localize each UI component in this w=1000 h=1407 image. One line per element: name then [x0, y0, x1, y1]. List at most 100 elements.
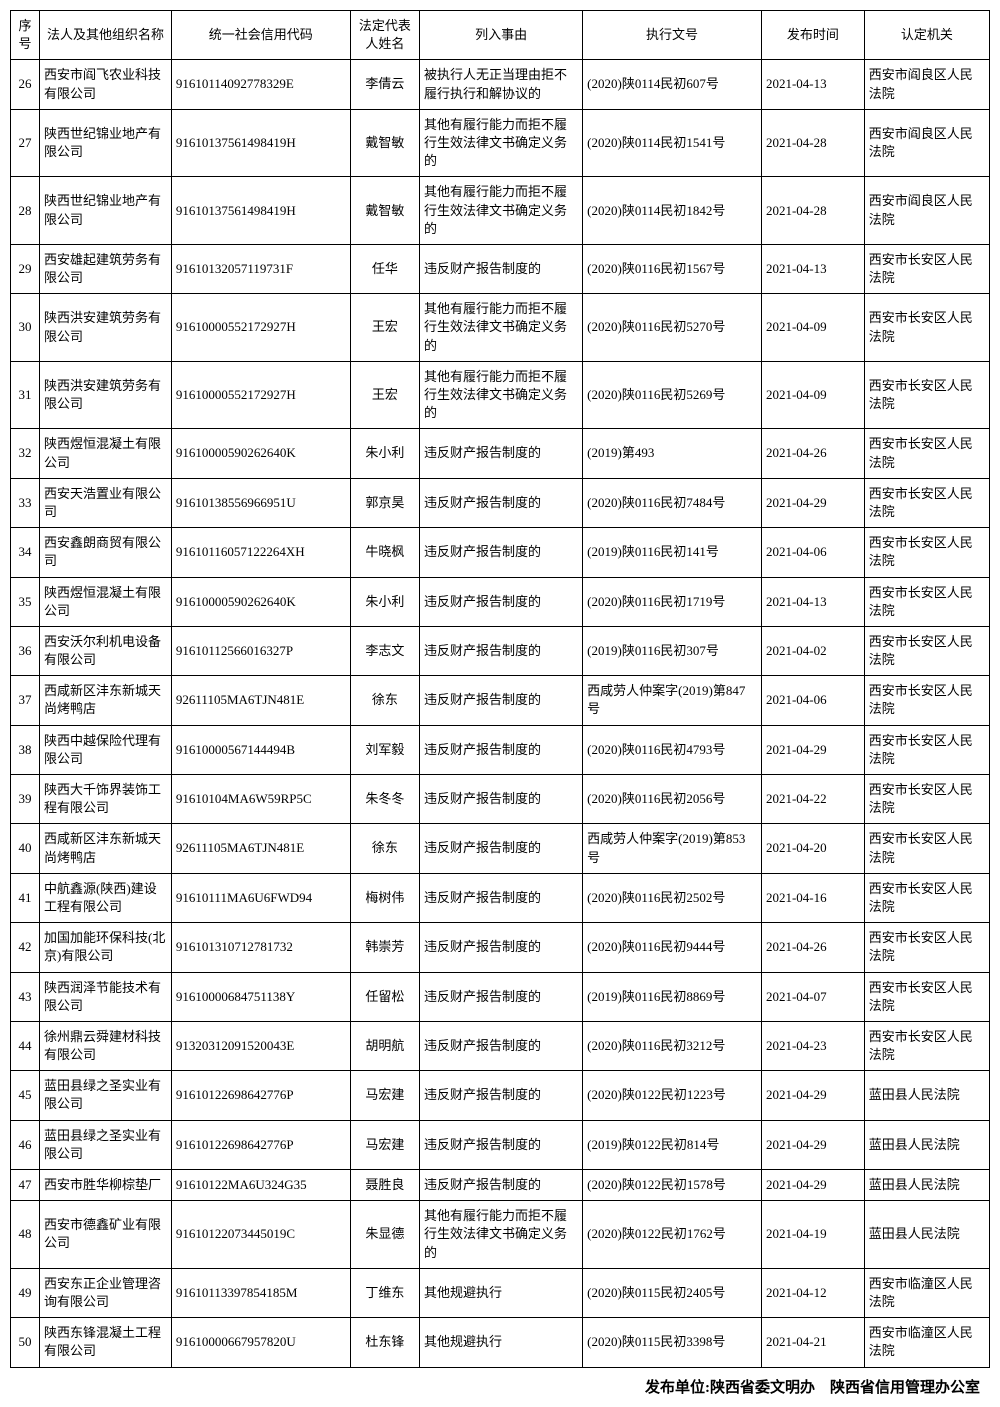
table-row: 49西安东正企业管理咨询有限公司91610113397854185M丁维东其他规… [11, 1268, 990, 1317]
publisher-footer: 发布单位:陕西省委文明办 陕西省信用管理办公室 [10, 1376, 990, 1397]
cell-reason: 违反财产报告制度的 [420, 972, 583, 1021]
cell-date: 2021-04-06 [761, 676, 864, 725]
cell-seq: 38 [11, 725, 40, 774]
cell-rep: 聂胜良 [350, 1170, 419, 1201]
cell-date: 2021-04-13 [761, 577, 864, 626]
cell-org: 西安市长安区人民法院 [864, 626, 989, 675]
cell-seq: 47 [11, 1170, 40, 1201]
table-row: 33西安天浩置业有限公司91610138556966951U郭京昊违反财产报告制… [11, 478, 990, 527]
cell-reason: 违反财产报告制度的 [420, 528, 583, 577]
cell-date: 2021-04-29 [761, 725, 864, 774]
cell-docno: (2020)陕0116民初2502号 [583, 873, 762, 922]
cell-docno: (2019)陕0116民初8869号 [583, 972, 762, 1021]
cell-code: 916101310712781732 [171, 923, 350, 972]
cell-rep: 徐东 [350, 676, 419, 725]
cell-seq: 32 [11, 429, 40, 478]
table-row: 26西安市阎飞农业科技有限公司91610114092778329E李倩云被执行人… [11, 60, 990, 109]
cell-rep: 朱显德 [350, 1201, 419, 1269]
cell-code: 92611105MA6TJN481E [171, 824, 350, 873]
cell-name: 西咸新区沣东新城天尚烤鸭店 [40, 824, 172, 873]
col-rep-header: 法定代表人姓名 [350, 11, 419, 60]
cell-org: 西安市长安区人民法院 [864, 1021, 989, 1070]
table-row: 47西安市胜华柳棕垫厂91610122MA6U324G35聂胜良违反财产报告制度… [11, 1170, 990, 1201]
cell-seq: 41 [11, 873, 40, 922]
cell-date: 2021-04-13 [761, 244, 864, 293]
cell-docno: (2020)陕0116民初9444号 [583, 923, 762, 972]
cell-rep: 任留松 [350, 972, 419, 1021]
cell-date: 2021-04-28 [761, 109, 864, 177]
cell-date: 2021-04-16 [761, 873, 864, 922]
cell-name: 蓝田县绿之圣实业有限公司 [40, 1071, 172, 1120]
cell-name: 西安鑫朗商贸有限公司 [40, 528, 172, 577]
cell-reason: 被执行人无正当理由拒不履行执行和解协议的 [420, 60, 583, 109]
cell-org: 西安市阎良区人民法院 [864, 177, 989, 245]
header-row: 序号 法人及其他组织名称 统一社会信用代码 法定代表人姓名 列入事由 执行文号 … [11, 11, 990, 60]
cell-code: 91610113397854185M [171, 1268, 350, 1317]
cell-date: 2021-04-19 [761, 1201, 864, 1269]
cell-rep: 李倩云 [350, 60, 419, 109]
cell-date: 2021-04-29 [761, 1170, 864, 1201]
cell-reason: 违反财产报告制度的 [420, 873, 583, 922]
cell-seq: 50 [11, 1318, 40, 1367]
cell-date: 2021-04-26 [761, 429, 864, 478]
cell-name: 陕西大千饰界装饰工程有限公司 [40, 775, 172, 824]
cell-org: 西安市长安区人民法院 [864, 478, 989, 527]
cell-org: 蓝田县人民法院 [864, 1201, 989, 1269]
cell-org: 西安市长安区人民法院 [864, 873, 989, 922]
cell-rep: 郭京昊 [350, 478, 419, 527]
cell-date: 2021-04-09 [761, 361, 864, 429]
cell-seq: 40 [11, 824, 40, 873]
cell-org: 西安市长安区人民法院 [864, 429, 989, 478]
cell-code: 91610000552172927H [171, 294, 350, 362]
cell-docno: (2020)陕0122民初1762号 [583, 1201, 762, 1269]
cell-seq: 37 [11, 676, 40, 725]
cell-reason: 违反财产报告制度的 [420, 775, 583, 824]
cell-date: 2021-04-09 [761, 294, 864, 362]
cell-org: 西安市长安区人民法院 [864, 528, 989, 577]
cell-name: 陕西煜恒混凝土有限公司 [40, 577, 172, 626]
table-row: 46蓝田县绿之圣实业有限公司91610122698642776P马宏建违反财产报… [11, 1120, 990, 1169]
cell-date: 2021-04-23 [761, 1021, 864, 1070]
cell-code: 91610000567144494B [171, 725, 350, 774]
cell-code: 91610137561498419H [171, 109, 350, 177]
table-row: 45蓝田县绿之圣实业有限公司91610122698642776P马宏建违反财产报… [11, 1071, 990, 1120]
cell-docno: (2020)陕0116民初1719号 [583, 577, 762, 626]
cell-seq: 34 [11, 528, 40, 577]
cell-code: 91610122698642776P [171, 1071, 350, 1120]
cell-rep: 朱小利 [350, 577, 419, 626]
col-code-header: 统一社会信用代码 [171, 11, 350, 60]
cell-name: 西安市阎飞农业科技有限公司 [40, 60, 172, 109]
cell-name: 西安市胜华柳棕垫厂 [40, 1170, 172, 1201]
cell-date: 2021-04-21 [761, 1318, 864, 1367]
col-docno-header: 执行文号 [583, 11, 762, 60]
cell-rep: 杜东锋 [350, 1318, 419, 1367]
cell-org: 西安市长安区人民法院 [864, 972, 989, 1021]
cell-seq: 33 [11, 478, 40, 527]
cell-reason: 违反财产报告制度的 [420, 626, 583, 675]
cell-reason: 违反财产报告制度的 [420, 577, 583, 626]
cell-org: 蓝田县人民法院 [864, 1170, 989, 1201]
cell-org: 西安市长安区人民法院 [864, 725, 989, 774]
cell-reason: 违反财产报告制度的 [420, 923, 583, 972]
cell-date: 2021-04-26 [761, 923, 864, 972]
cell-name: 中航鑫源(陕西)建设工程有限公司 [40, 873, 172, 922]
cell-code: 91610000590262640K [171, 577, 350, 626]
cell-rep: 梅树伟 [350, 873, 419, 922]
cell-docno: (2020)陕0122民初1223号 [583, 1071, 762, 1120]
cell-date: 2021-04-02 [761, 626, 864, 675]
cell-org: 西安市长安区人民法院 [864, 577, 989, 626]
cell-code: 91610122MA6U324G35 [171, 1170, 350, 1201]
table-row: 30陕西洪安建筑劳务有限公司91610000552172927H王宏其他有履行能… [11, 294, 990, 362]
cell-code: 91610000552172927H [171, 361, 350, 429]
table-row: 50陕西东锋混凝土工程有限公司91610000667957820U杜东锋其他规避… [11, 1318, 990, 1367]
cell-docno: (2019)第493 [583, 429, 762, 478]
cell-name: 西安市德鑫矿业有限公司 [40, 1201, 172, 1269]
cell-code: 91610000590262640K [171, 429, 350, 478]
cell-seq: 31 [11, 361, 40, 429]
cell-seq: 46 [11, 1120, 40, 1169]
cell-reason: 违反财产报告制度的 [420, 1021, 583, 1070]
cell-rep: 韩崇芳 [350, 923, 419, 972]
cell-org: 西安市阎良区人民法院 [864, 109, 989, 177]
cell-code: 91610122698642776P [171, 1120, 350, 1169]
cell-seq: 26 [11, 60, 40, 109]
